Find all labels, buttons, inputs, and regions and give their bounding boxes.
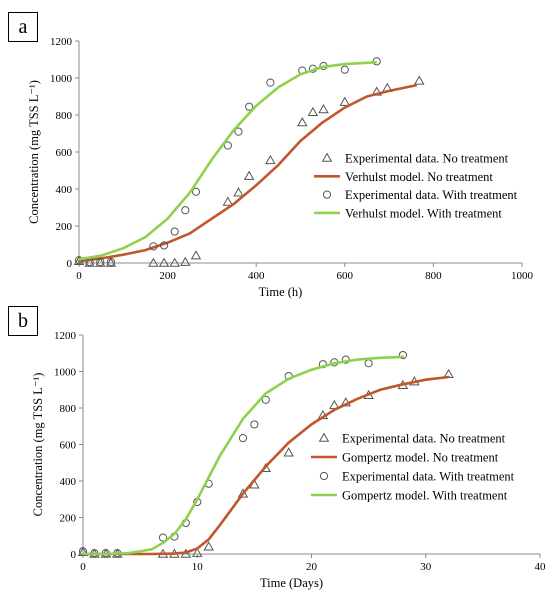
y-tick-label: 1000 (54, 367, 77, 379)
data-point (340, 65, 349, 74)
x-tick-label: 40 (535, 561, 547, 573)
x-tick-label: 600 (337, 270, 354, 282)
chart-panel-b: 0 200 400 600 800 1000 1200 0 10 20 30 40 Time (Days… (31, 330, 546, 590)
legend-marker (322, 190, 332, 199)
x-tick-label: 200 (159, 270, 176, 282)
data-point (180, 256, 191, 266)
series-0 (73, 75, 425, 267)
data-point (318, 104, 329, 114)
series-3 (77, 61, 378, 261)
x-tick-label: 10 (192, 561, 204, 573)
y-tick-label: 200 (60, 513, 77, 525)
data-point (243, 170, 255, 180)
series-line (77, 84, 417, 263)
y-tick-label: 600 (56, 147, 73, 159)
x-tick-label: 800 (425, 270, 442, 282)
data-point (266, 78, 275, 87)
legend-label: Gompertz model. No treatment (342, 451, 499, 465)
y-tick-label: 600 (60, 440, 77, 452)
series-3 (81, 355, 405, 556)
series-line (77, 61, 378, 261)
data-point (297, 116, 308, 127)
panel-label-b: b (8, 306, 38, 336)
legend-label: Verhulst model. With treatment (345, 206, 502, 220)
series-1 (81, 375, 450, 556)
legend-marker (319, 471, 329, 481)
chart-panel-a: 0 200 400 600 800 1000 1200 0 200 400 600 800 1000 Ti… (27, 36, 534, 299)
data-point (245, 102, 254, 111)
data-point (250, 420, 259, 429)
data-point (413, 75, 425, 85)
data-point (191, 187, 201, 196)
data-point (364, 359, 373, 368)
y-axis-title: Concentration (mg TSS L⁻¹) (27, 80, 41, 224)
data-point (191, 547, 203, 557)
legend-marker (318, 432, 330, 442)
legend-marker (321, 152, 333, 162)
series-2 (74, 57, 381, 267)
data-point (283, 447, 294, 457)
data-point (159, 241, 169, 250)
data-point (307, 106, 319, 117)
data-point (158, 533, 168, 542)
data-point (169, 257, 180, 267)
x-axis-title: Time (Days) (260, 576, 323, 590)
y-tick-label: 200 (56, 221, 73, 233)
data-point (203, 541, 214, 551)
y-tick-label: 0 (71, 549, 77, 561)
series-line (81, 355, 405, 556)
data-point (238, 434, 248, 443)
legend-label: Experimental data. With treatment (345, 188, 518, 202)
data-point (148, 257, 159, 267)
data-point (265, 154, 276, 165)
legend-label: Experimental data. With treatment (342, 470, 515, 484)
data-point (84, 257, 95, 267)
data-point (233, 187, 244, 197)
data-point (149, 242, 158, 251)
data-point (261, 395, 270, 404)
y-tick-label: 1200 (50, 36, 73, 48)
y-tick-label: 1200 (54, 330, 77, 342)
x-tick-label: 20 (306, 561, 318, 573)
x-tick-label: 0 (80, 561, 86, 573)
data-point (181, 206, 190, 215)
data-point (158, 257, 170, 267)
data-point (234, 127, 243, 136)
x-tick-label: 400 (248, 270, 265, 282)
legend-label: Experimental data. No treatment (342, 432, 506, 446)
y-tick-label: 800 (60, 403, 77, 415)
y-tick-label: 400 (56, 184, 73, 196)
data-point (74, 256, 84, 265)
x-tick-label: 1000 (511, 270, 534, 282)
data-point (95, 257, 106, 267)
x-tick-label: 0 (76, 270, 82, 282)
legend-label: Gompertz model. With treatment (342, 489, 508, 503)
series-1 (77, 84, 417, 263)
data-point (237, 488, 249, 498)
data-point (106, 257, 115, 267)
data-point (223, 141, 232, 150)
data-point (222, 196, 234, 206)
y-tick-label: 800 (56, 110, 73, 122)
y-tick-label: 0 (67, 258, 73, 270)
data-point (105, 257, 117, 267)
y-tick-label: 400 (60, 476, 77, 488)
x-axis-title: Time (h) (259, 285, 303, 299)
data-point (170, 227, 179, 236)
y-axis-title: Concentration (mg TSS L⁻¹) (31, 373, 45, 517)
panel-label-a: a (8, 12, 38, 42)
series-line (81, 375, 450, 556)
x-tick-label: 30 (420, 561, 432, 573)
data-point (339, 96, 351, 106)
data-point (96, 257, 105, 267)
data-point (190, 250, 202, 260)
legend-label: Experimental data. No treatment (345, 152, 509, 166)
data-point (398, 350, 407, 360)
y-tick-label: 1000 (50, 73, 73, 85)
legend-label: Verhulst model. No treatment (345, 170, 493, 184)
data-point (77, 546, 89, 556)
